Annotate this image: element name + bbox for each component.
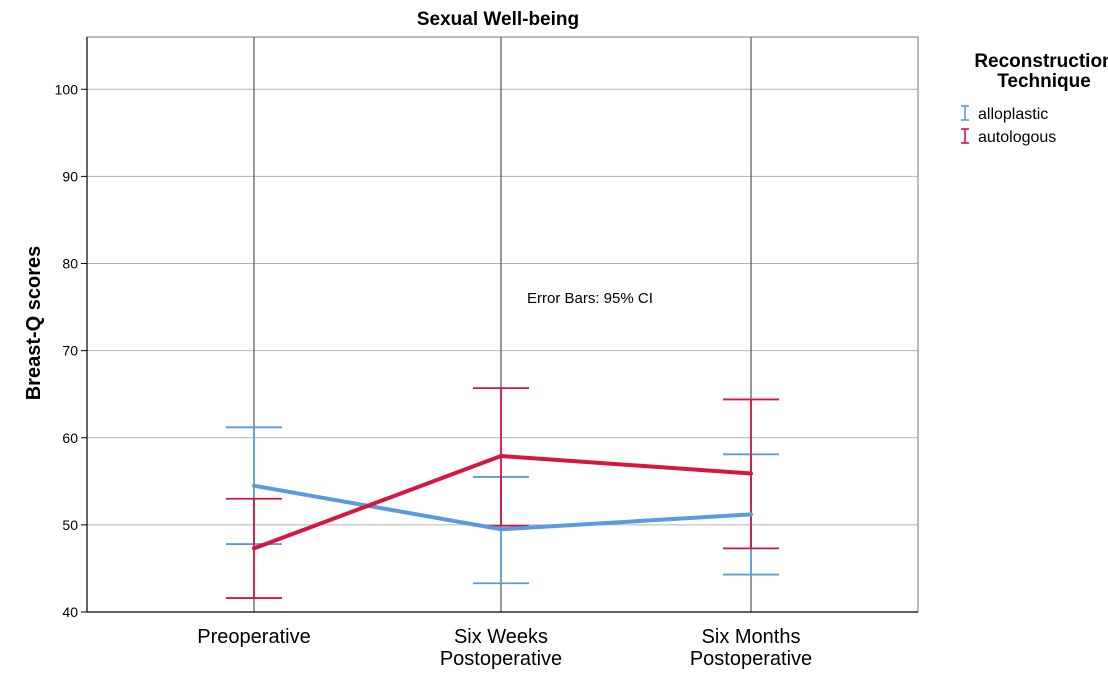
series-alloplastic [226,426,779,585]
series-autologous [226,387,779,599]
x-tick-label: Six Months Postoperative [690,626,812,670]
y-tick-label: 60 [62,430,78,446]
legend-label-alloplastic: alloplastic [978,106,1048,123]
y-tick-label: 80 [62,256,78,272]
series-line-alloplastic [252,483,753,532]
x-tick-label: Six Weeks Postoperative [440,626,562,670]
series-line-autologous [252,454,753,551]
y-tick-label: 90 [62,168,78,184]
y-tick-label: 100 [55,81,79,97]
error-bars-annotation: Error Bars: 95% CI [527,290,653,307]
axes [81,36,919,613]
y-tick-label: 40 [62,604,78,620]
gridlines [87,37,918,612]
y-tick-label: 70 [62,343,78,359]
legend: Reconstruction Technique alloplastic autolo… [961,51,1108,146]
series-layer [226,387,779,599]
x-tick-label: Preoperative [197,626,310,648]
legend-title: Reconstruction Technique [974,51,1108,92]
chart-title: Sexual Well-being [417,9,579,30]
tick-labels: 40 50 60 70 80 90 100 Preoperative Six Weeks Post… [55,81,813,670]
legend-label-autologous: autologous [978,129,1056,146]
y-tick-label: 50 [62,517,78,533]
y-axis-label: Breast-Q scores [23,246,45,401]
